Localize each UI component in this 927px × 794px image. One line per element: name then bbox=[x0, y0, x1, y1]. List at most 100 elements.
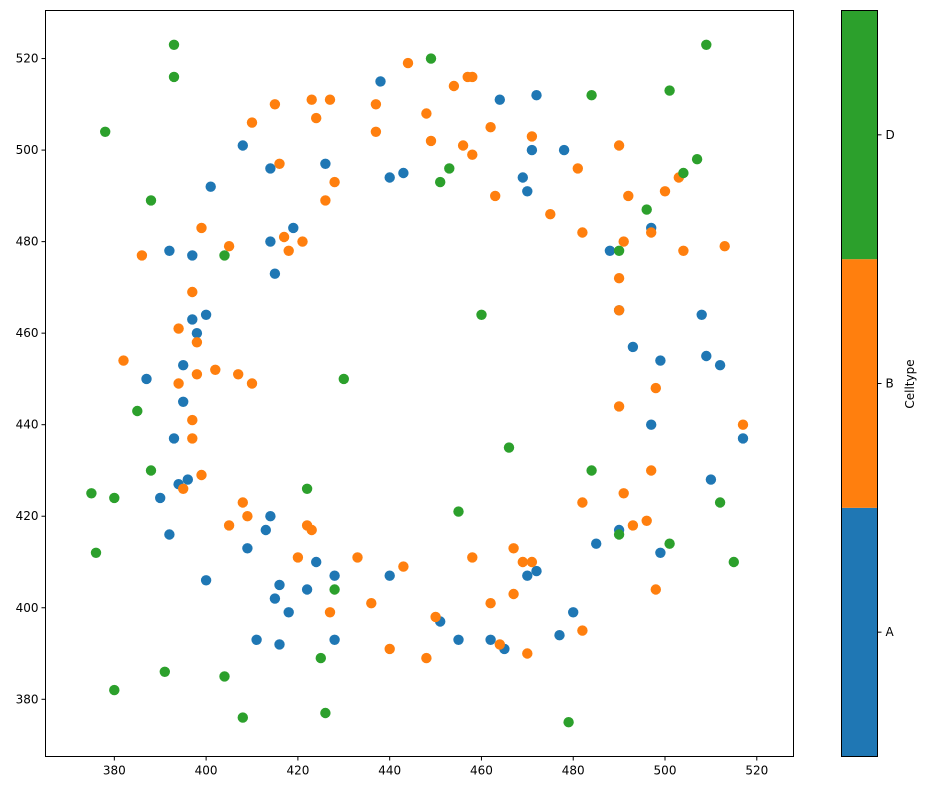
data-point-b-56 bbox=[178, 483, 189, 494]
data-point-a-24 bbox=[701, 350, 712, 362]
data-point-a-48 bbox=[251, 634, 262, 645]
data-point-b-68 bbox=[398, 561, 409, 572]
data-point-d-12 bbox=[641, 204, 652, 215]
data-point-a-18 bbox=[604, 245, 616, 256]
data-point-b-7 bbox=[269, 99, 281, 110]
data-point-a-59 bbox=[531, 565, 542, 577]
data-point-d-37 bbox=[563, 717, 574, 728]
x-tick-label-420: 420 bbox=[286, 764, 309, 778]
data-point-a-50 bbox=[311, 556, 322, 568]
data-point-b-43 bbox=[118, 355, 129, 366]
data-point-b-31 bbox=[283, 245, 294, 256]
data-point-b-69 bbox=[467, 552, 478, 563]
data-point-a-26 bbox=[187, 314, 198, 325]
data-point-b-37 bbox=[719, 241, 730, 252]
data-point-b-24 bbox=[659, 186, 671, 197]
x-axis: 380 400 420 440 460 480 500 520 bbox=[103, 756, 768, 778]
data-point-d-20 bbox=[586, 465, 597, 476]
x-tick-label-440: 440 bbox=[378, 764, 401, 778]
data-point-b-15 bbox=[526, 131, 538, 142]
data-point-d-26 bbox=[90, 547, 102, 558]
data-point-a-32 bbox=[646, 419, 657, 430]
data-point-b-13 bbox=[457, 140, 469, 151]
data-point-b-10 bbox=[311, 112, 322, 124]
data-point-b-49 bbox=[650, 382, 661, 394]
data-point-a-33 bbox=[737, 433, 749, 444]
data-point-b-53 bbox=[737, 419, 749, 430]
data-point-d-15 bbox=[476, 309, 487, 320]
data-point-b-80 bbox=[421, 652, 432, 664]
data-point-a-53 bbox=[384, 570, 395, 581]
x-tick-label-460: 460 bbox=[470, 764, 493, 778]
data-point-b-35 bbox=[618, 236, 629, 247]
data-point-a-46 bbox=[269, 593, 281, 604]
data-point-b-33 bbox=[223, 241, 235, 252]
data-point-b-51 bbox=[187, 433, 198, 444]
y-tick-label-500: 500 bbox=[16, 143, 39, 157]
x-tick-label-520: 520 bbox=[745, 764, 768, 778]
data-point-d-18 bbox=[145, 465, 157, 476]
data-point-a-31 bbox=[178, 396, 189, 407]
data-point-a-8 bbox=[320, 158, 331, 169]
data-point-a-45 bbox=[283, 607, 294, 618]
data-point-b-14 bbox=[485, 122, 496, 133]
data-point-d-36 bbox=[320, 707, 331, 719]
data-point-a-22 bbox=[655, 355, 666, 366]
data-point-b-29 bbox=[646, 227, 657, 238]
data-point-a-12 bbox=[494, 94, 505, 105]
data-point-a-51 bbox=[329, 570, 340, 581]
data-point-a-6 bbox=[269, 268, 281, 279]
data-point-b-52 bbox=[613, 401, 625, 412]
data-point-a-40 bbox=[242, 543, 253, 554]
data-point-a-61 bbox=[568, 607, 579, 618]
y-tick-label-420: 420 bbox=[16, 509, 39, 523]
data-point-b-38 bbox=[613, 273, 625, 284]
data-point-b-27 bbox=[196, 222, 207, 234]
data-point-a-14 bbox=[522, 186, 533, 197]
data-point-b-78 bbox=[430, 611, 441, 623]
data-point-a-13 bbox=[517, 172, 528, 183]
data-point-a-16 bbox=[531, 90, 542, 101]
colorbar: A B D Celltype bbox=[841, 10, 917, 757]
data-point-b-58 bbox=[237, 497, 248, 508]
data-point-d-13 bbox=[219, 250, 230, 261]
data-point-a-23 bbox=[696, 309, 707, 320]
y-tick-label-520: 520 bbox=[16, 52, 39, 66]
data-point-b-34 bbox=[136, 250, 148, 261]
data-point-b-8 bbox=[370, 99, 382, 110]
data-point-a-5 bbox=[265, 236, 276, 247]
data-point-b-42 bbox=[613, 305, 625, 316]
data-point-d-25 bbox=[453, 506, 464, 517]
data-point-b-44 bbox=[191, 369, 203, 380]
data-point-a-35 bbox=[168, 433, 180, 444]
data-point-d-22 bbox=[109, 492, 120, 504]
colorbar-tick-label-d: D bbox=[886, 128, 895, 142]
data-point-b-11 bbox=[370, 126, 382, 137]
data-point-b-21 bbox=[320, 195, 331, 206]
y-axis: 380 400 420 440 460 480 500 520 bbox=[16, 52, 46, 706]
data-point-b-39 bbox=[187, 286, 198, 298]
data-point-d-16 bbox=[338, 373, 349, 385]
data-point-b-60 bbox=[223, 520, 235, 531]
data-point-a-30 bbox=[141, 373, 152, 385]
x-tick-label-400: 400 bbox=[195, 764, 218, 778]
data-point-a-20 bbox=[627, 341, 639, 353]
data-point-b-18 bbox=[274, 158, 285, 169]
data-point-d-5 bbox=[100, 126, 111, 137]
data-point-a-1 bbox=[187, 250, 198, 261]
data-point-a-0 bbox=[164, 245, 175, 256]
data-point-d-14 bbox=[613, 245, 625, 256]
data-point-d-29 bbox=[728, 556, 739, 568]
data-point-b-54 bbox=[196, 469, 207, 481]
data-point-d-35 bbox=[237, 712, 248, 723]
data-point-b-71 bbox=[517, 556, 528, 568]
data-point-d-9 bbox=[444, 163, 455, 174]
data-point-d-23 bbox=[301, 483, 313, 494]
data-point-a-7 bbox=[288, 222, 299, 234]
data-point-a-43 bbox=[200, 575, 212, 586]
data-point-b-5 bbox=[306, 94, 317, 105]
colorbar-tick-label-b: B bbox=[886, 377, 894, 391]
data-point-b-40 bbox=[173, 323, 184, 334]
data-point-a-27 bbox=[191, 328, 203, 339]
